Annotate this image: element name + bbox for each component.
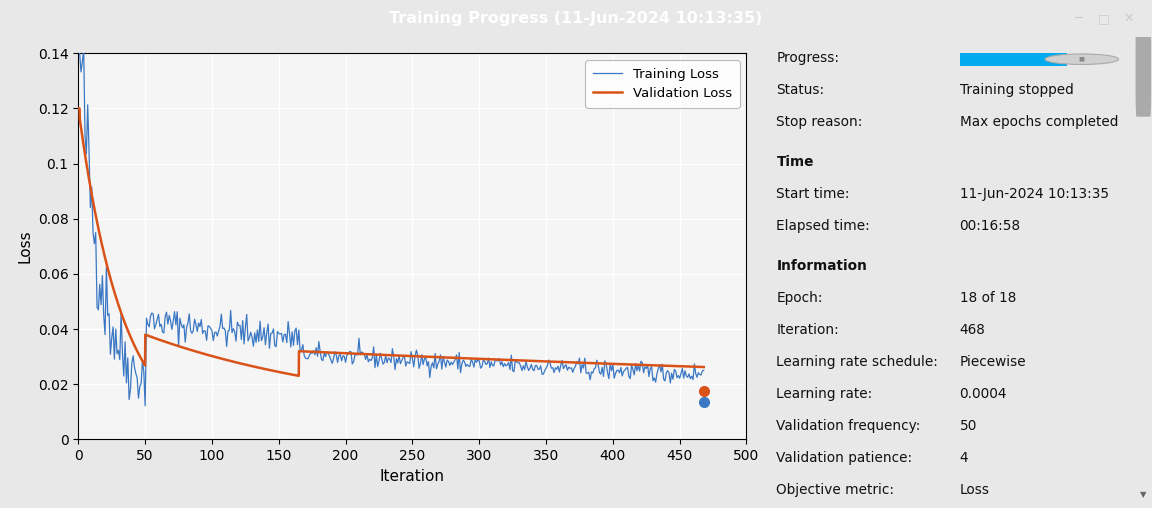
Text: Status:: Status: xyxy=(776,83,825,97)
Y-axis label: Loss: Loss xyxy=(17,230,32,263)
Training Loss xyxy=(204,326,218,332)
Text: Objective metric:: Objective metric: xyxy=(776,484,894,497)
Text: Information: Information xyxy=(776,259,867,273)
Text: Piecewise: Piecewise xyxy=(960,355,1026,369)
Text: □: □ xyxy=(1098,12,1109,25)
Text: Time: Time xyxy=(776,155,813,169)
Text: Epoch:: Epoch: xyxy=(776,291,823,305)
Text: ✕: ✕ xyxy=(1123,12,1135,25)
Text: ─: ─ xyxy=(1075,12,1082,25)
Text: Validation frequency:: Validation frequency: xyxy=(776,420,920,433)
Text: Training Progress (11-Jun-2024 10:13:35): Training Progress (11-Jun-2024 10:13:35) xyxy=(389,11,763,26)
Training Loss xyxy=(114,309,128,315)
Text: 18 of 18: 18 of 18 xyxy=(960,291,1016,305)
Training Loss xyxy=(478,358,492,364)
Training Loss xyxy=(139,315,153,321)
Validation Loss xyxy=(311,349,325,355)
Text: Start time:: Start time: xyxy=(776,187,850,201)
Training Loss xyxy=(215,326,229,332)
Text: Stop reason:: Stop reason: xyxy=(776,115,863,129)
Training Loss xyxy=(77,46,91,52)
FancyBboxPatch shape xyxy=(960,53,1067,66)
Legend: Training Loss, Validation Loss: Training Loss, Validation Loss xyxy=(585,60,740,108)
Text: Training stopped: Training stopped xyxy=(960,83,1074,97)
Text: Learning rate:: Learning rate: xyxy=(776,387,873,401)
Text: 0.0004: 0.0004 xyxy=(960,387,1007,401)
Training Loss xyxy=(697,367,711,373)
Text: ■: ■ xyxy=(1078,57,1085,61)
Text: Loss: Loss xyxy=(960,484,990,497)
Text: Elapsed time:: Elapsed time: xyxy=(776,219,870,233)
Text: 4: 4 xyxy=(960,452,968,465)
X-axis label: Iteration: Iteration xyxy=(380,469,445,484)
Text: Max epochs completed: Max epochs completed xyxy=(960,115,1117,129)
Training Loss xyxy=(336,353,350,359)
Line: Training Loss: Training Loss xyxy=(79,49,704,406)
Training Loss xyxy=(138,403,152,409)
Text: Validation patience:: Validation patience: xyxy=(776,452,912,465)
Text: 00:16:58: 00:16:58 xyxy=(960,219,1021,233)
Validation Loss xyxy=(339,350,353,356)
Text: Learning rate schedule:: Learning rate schedule: xyxy=(776,355,939,369)
Validation Loss xyxy=(143,333,157,339)
Training Loss xyxy=(73,50,86,56)
Text: Iteration:: Iteration: xyxy=(776,323,839,337)
Text: 11-Jun-2024 10:13:35: 11-Jun-2024 10:13:35 xyxy=(960,187,1108,201)
Line: Validation Loss: Validation Loss xyxy=(78,109,704,376)
FancyBboxPatch shape xyxy=(1136,22,1151,117)
Text: 468: 468 xyxy=(960,323,985,337)
Text: ▼: ▼ xyxy=(1140,490,1146,498)
Validation Loss xyxy=(697,364,711,370)
Validation Loss xyxy=(684,364,698,370)
Circle shape xyxy=(1045,54,1119,65)
Validation Loss xyxy=(291,373,305,379)
Validation Loss xyxy=(71,106,85,112)
Text: Progress:: Progress: xyxy=(776,51,840,65)
Validation Loss xyxy=(617,361,631,367)
Text: 50: 50 xyxy=(960,420,977,433)
Validation Loss xyxy=(180,345,194,352)
